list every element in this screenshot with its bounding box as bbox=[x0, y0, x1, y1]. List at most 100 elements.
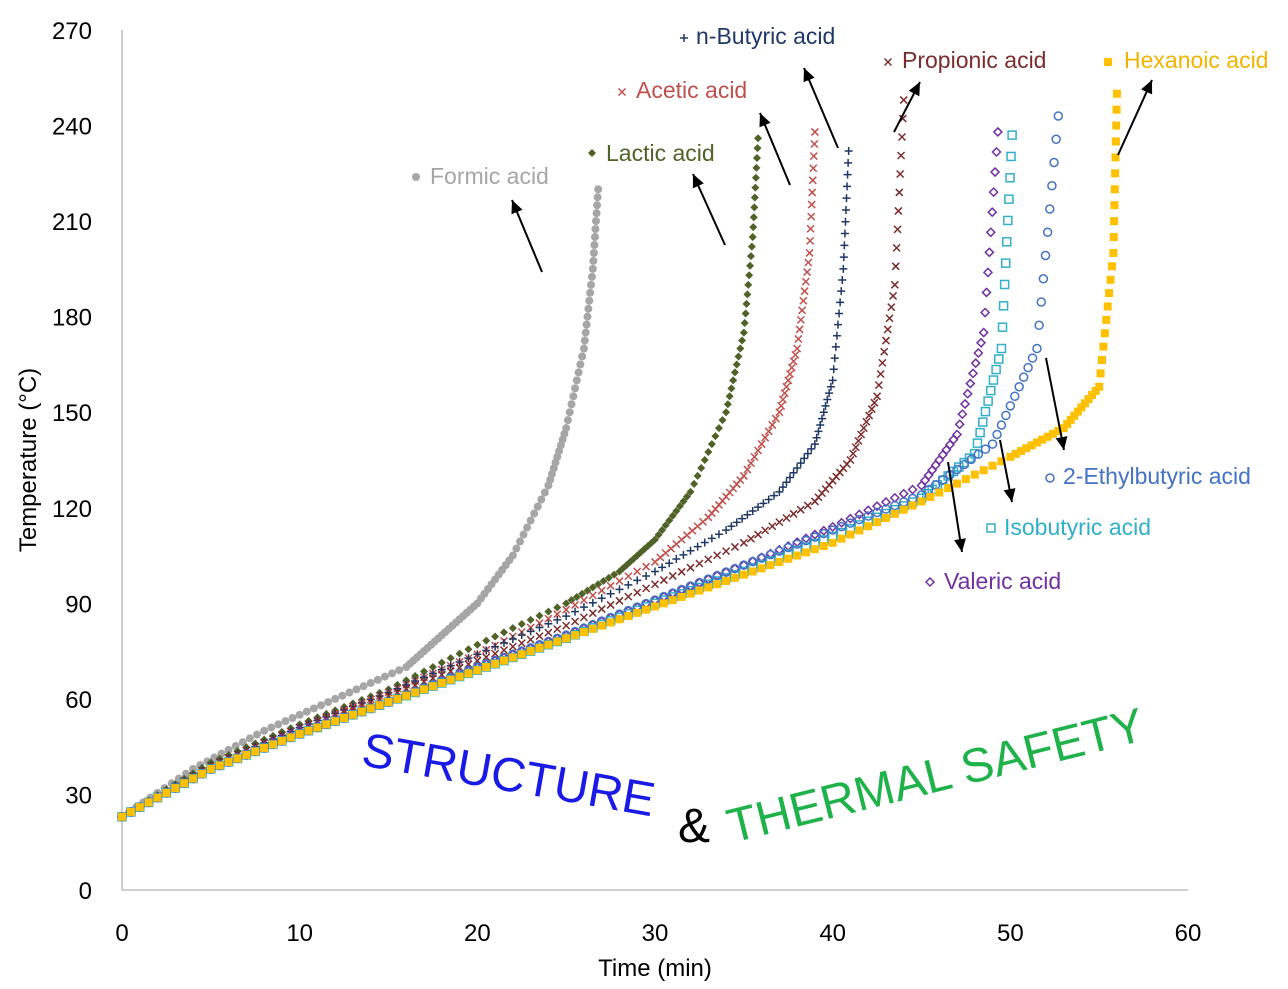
data-point bbox=[836, 517, 847, 528]
data-point bbox=[754, 503, 763, 512]
data-point bbox=[642, 562, 651, 571]
data-point bbox=[840, 229, 849, 238]
data-point bbox=[890, 280, 899, 289]
data-point bbox=[1023, 362, 1033, 373]
data-point bbox=[849, 449, 858, 458]
data-point bbox=[491, 649, 500, 658]
y-tick-label: 270 bbox=[52, 18, 92, 45]
y-tick-label: 240 bbox=[52, 114, 92, 141]
data-point bbox=[517, 631, 526, 640]
series-acetic-acid bbox=[117, 127, 819, 821]
data-point bbox=[832, 331, 841, 340]
data-point bbox=[668, 571, 677, 580]
data-point bbox=[277, 736, 286, 745]
data-point bbox=[437, 658, 446, 667]
series-label: 2-Ethylbutyric acid bbox=[1063, 463, 1251, 489]
data-point bbox=[802, 548, 811, 557]
data-point bbox=[807, 444, 816, 453]
data-point bbox=[624, 592, 633, 601]
data-point bbox=[651, 602, 659, 611]
data-point bbox=[189, 774, 198, 783]
data-point bbox=[437, 665, 446, 674]
data-point bbox=[775, 487, 784, 496]
data-point bbox=[544, 619, 553, 628]
arrow-head bbox=[954, 538, 966, 552]
data-point bbox=[411, 688, 420, 697]
data-point bbox=[1102, 315, 1111, 324]
data-point bbox=[661, 521, 670, 530]
data-point bbox=[695, 586, 704, 595]
data-point bbox=[854, 436, 863, 445]
data-point bbox=[878, 358, 887, 367]
data-point bbox=[1103, 302, 1112, 311]
data-point bbox=[517, 620, 526, 629]
data-point bbox=[606, 581, 615, 590]
data-point bbox=[973, 449, 984, 460]
data-point bbox=[562, 634, 571, 643]
data-point bbox=[756, 553, 767, 563]
data-point bbox=[118, 812, 126, 821]
data-point bbox=[959, 459, 969, 470]
data-point bbox=[876, 369, 885, 379]
data-point bbox=[738, 336, 747, 345]
data-point bbox=[854, 514, 865, 525]
data-point bbox=[818, 525, 829, 536]
data-point bbox=[741, 309, 750, 318]
data-point bbox=[446, 661, 455, 670]
data-point bbox=[1006, 452, 1015, 461]
data-point bbox=[752, 154, 761, 163]
data-point bbox=[819, 542, 828, 550]
data-point bbox=[978, 417, 988, 427]
data-point bbox=[535, 632, 544, 641]
data-point bbox=[553, 615, 562, 624]
data-point bbox=[251, 747, 260, 756]
data-point bbox=[331, 694, 340, 703]
data-point bbox=[753, 144, 762, 153]
data-point bbox=[751, 183, 760, 192]
data-point bbox=[533, 502, 542, 511]
data-point bbox=[816, 420, 825, 429]
data-point bbox=[739, 471, 748, 480]
data-point bbox=[730, 542, 739, 551]
data-point bbox=[739, 570, 748, 579]
data-point bbox=[508, 653, 517, 662]
data-point bbox=[743, 465, 752, 474]
data-point bbox=[846, 530, 855, 539]
data-point bbox=[749, 223, 758, 232]
data-point bbox=[245, 734, 254, 743]
data-point bbox=[535, 623, 544, 632]
data-point bbox=[593, 193, 602, 202]
data-point bbox=[1109, 248, 1118, 257]
data-point bbox=[428, 682, 437, 691]
arrow-line bbox=[803, 67, 839, 149]
data-point bbox=[897, 132, 906, 142]
data-point bbox=[843, 182, 852, 191]
data-point bbox=[302, 707, 311, 716]
data-point bbox=[771, 414, 780, 423]
data-point bbox=[739, 328, 748, 337]
data-point bbox=[970, 470, 979, 479]
data-point bbox=[727, 522, 736, 531]
data-point bbox=[757, 440, 766, 449]
series-label: Hexanoic acid bbox=[1124, 47, 1268, 73]
data-point bbox=[841, 205, 850, 214]
data-point bbox=[508, 551, 517, 560]
data-point bbox=[1048, 429, 1057, 438]
data-point bbox=[938, 474, 948, 485]
data-point bbox=[499, 646, 509, 655]
y-tick-label: 180 bbox=[52, 305, 92, 332]
data-point bbox=[828, 376, 837, 385]
y-tick-label: 0 bbox=[79, 878, 92, 905]
data-point bbox=[996, 343, 1007, 354]
data-point bbox=[594, 185, 603, 194]
data-point bbox=[615, 577, 624, 586]
data-point bbox=[665, 516, 674, 525]
data-point bbox=[789, 509, 798, 518]
data-point bbox=[567, 596, 576, 605]
data-point bbox=[402, 691, 411, 700]
data-point bbox=[582, 320, 591, 329]
data-point bbox=[1051, 134, 1061, 145]
data-point bbox=[784, 554, 793, 563]
data-point bbox=[994, 354, 1004, 364]
data-point bbox=[899, 505, 908, 514]
